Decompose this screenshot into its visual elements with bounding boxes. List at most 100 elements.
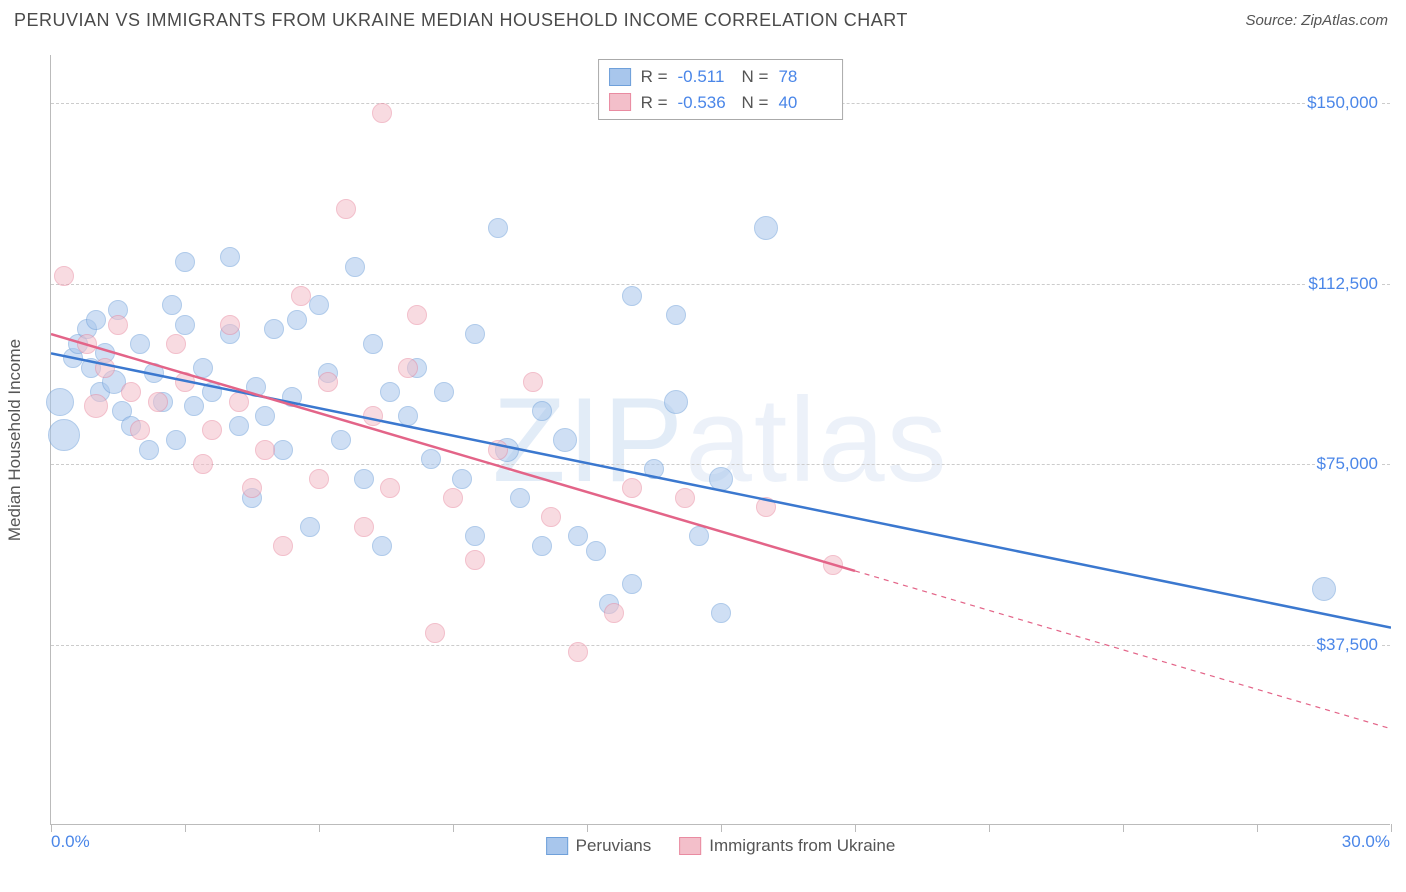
data-point — [488, 440, 508, 460]
data-point — [220, 315, 240, 335]
data-point — [273, 440, 293, 460]
data-point — [523, 372, 543, 392]
data-point — [398, 406, 418, 426]
data-point — [175, 252, 195, 272]
y-tick-label: $75,000 — [1315, 454, 1380, 474]
r-value: -0.536 — [678, 90, 732, 116]
data-point — [756, 497, 776, 517]
data-point — [709, 467, 733, 491]
data-point — [434, 382, 454, 402]
data-point — [255, 406, 275, 426]
chart-title: PERUVIAN VS IMMIGRANTS FROM UKRAINE MEDI… — [14, 10, 908, 31]
y-axis-title: Median Household Income — [5, 338, 25, 540]
data-point — [407, 305, 427, 325]
data-point — [331, 430, 351, 450]
data-point — [553, 428, 577, 452]
data-point — [291, 286, 311, 306]
data-point — [255, 440, 275, 460]
gridline — [51, 464, 1390, 465]
data-point — [166, 430, 186, 450]
x-tick — [1257, 824, 1258, 832]
data-point — [754, 216, 778, 240]
data-point — [425, 623, 445, 643]
legend-item-series-1: Immigrants from Ukraine — [679, 836, 895, 856]
data-point — [675, 488, 695, 508]
data-point — [823, 555, 843, 575]
x-axis-start-label: 0.0% — [51, 832, 90, 852]
data-point — [465, 526, 485, 546]
data-point — [148, 392, 168, 412]
data-point — [622, 286, 642, 306]
n-label: N = — [742, 64, 769, 90]
data-point — [622, 574, 642, 594]
title-bar: PERUVIAN VS IMMIGRANTS FROM UKRAINE MEDI… — [0, 0, 1406, 37]
data-point — [309, 469, 329, 489]
data-point — [287, 310, 307, 330]
data-point — [121, 382, 141, 402]
data-point — [372, 536, 392, 556]
x-tick — [453, 824, 454, 832]
data-point — [130, 420, 150, 440]
data-point — [666, 305, 686, 325]
r-label: R = — [641, 90, 668, 116]
legend-item-series-0: Peruvians — [546, 836, 652, 856]
data-point — [139, 440, 159, 460]
legend-label: Immigrants from Ukraine — [709, 836, 895, 856]
data-point — [443, 488, 463, 508]
data-point — [711, 603, 731, 623]
x-tick — [1123, 824, 1124, 832]
x-tick — [721, 824, 722, 832]
data-point — [664, 390, 688, 414]
x-tick — [185, 824, 186, 832]
data-point — [398, 358, 418, 378]
stats-row-series-1: R = -0.536 N = 40 — [609, 90, 833, 116]
data-point — [166, 334, 186, 354]
data-point — [309, 295, 329, 315]
data-point — [184, 396, 204, 416]
n-value: 40 — [778, 90, 832, 116]
data-point — [202, 382, 222, 402]
data-point — [354, 517, 374, 537]
data-point — [532, 401, 552, 421]
data-point — [318, 372, 338, 392]
data-point — [532, 536, 552, 556]
data-point — [380, 382, 400, 402]
legend-swatch — [609, 93, 631, 111]
x-tick — [855, 824, 856, 832]
data-point — [586, 541, 606, 561]
data-point — [246, 377, 266, 397]
data-point — [345, 257, 365, 277]
data-point — [144, 363, 164, 383]
x-tick — [989, 824, 990, 832]
data-point — [488, 218, 508, 238]
data-point — [48, 419, 80, 451]
r-value: -0.511 — [678, 64, 732, 90]
data-point — [372, 103, 392, 123]
data-point — [193, 454, 213, 474]
data-point — [229, 392, 249, 412]
data-point — [622, 478, 642, 498]
r-label: R = — [641, 64, 668, 90]
x-tick — [1391, 824, 1392, 832]
stats-row-series-0: R = -0.511 N = 78 — [609, 64, 833, 90]
data-point — [86, 310, 106, 330]
plot-area: $37,500$75,000$112,500$150,000 — [51, 55, 1390, 824]
data-point — [1312, 577, 1336, 601]
data-point — [130, 334, 150, 354]
y-tick-label: $150,000 — [1305, 93, 1380, 113]
data-point — [421, 449, 441, 469]
data-point — [46, 388, 74, 416]
data-point — [465, 324, 485, 344]
data-point — [84, 394, 108, 418]
n-value: 78 — [778, 64, 832, 90]
data-point — [380, 478, 400, 498]
data-point — [568, 642, 588, 662]
x-tick — [587, 824, 588, 832]
data-point — [354, 469, 374, 489]
data-point — [541, 507, 561, 527]
data-point — [220, 247, 240, 267]
legend-label: Peruvians — [576, 836, 652, 856]
data-point — [689, 526, 709, 546]
data-point — [363, 406, 383, 426]
data-point — [202, 420, 222, 440]
